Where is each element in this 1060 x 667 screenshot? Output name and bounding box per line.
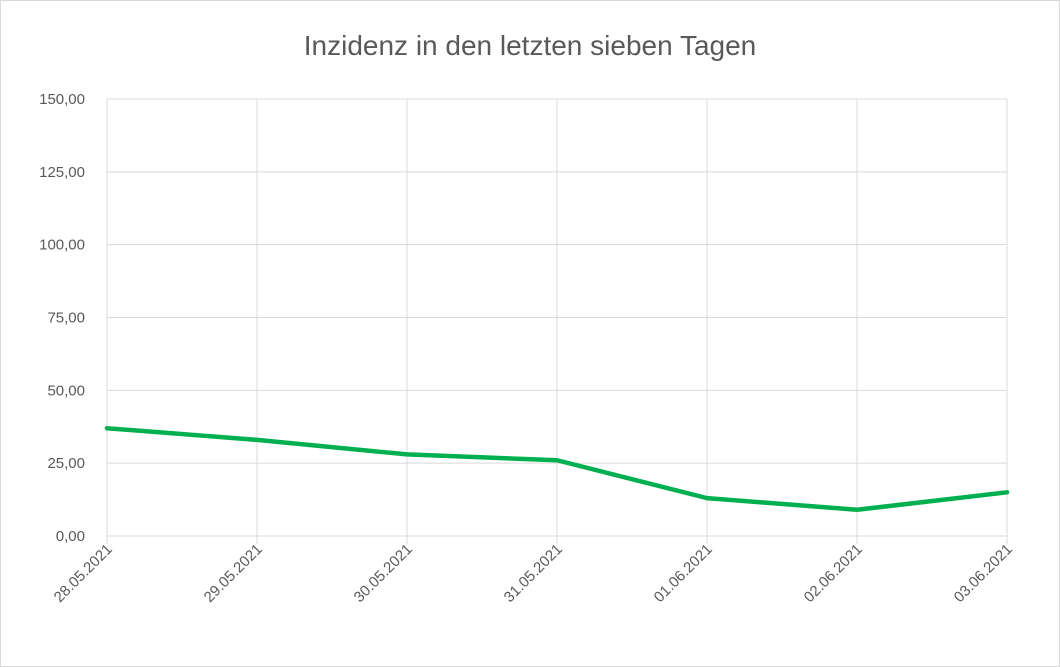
- y-tick-label: 0,00: [56, 528, 85, 545]
- data-point: [255, 437, 259, 442]
- gridlines: [106, 98, 1008, 544]
- x-tick-label: 31.05.2021: [501, 541, 566, 606]
- x-axis: 28.05.2021 29.05.2021 30.05.2021 31.05.2021…: [51, 541, 1016, 606]
- x-tick-label: 28.05.2021: [51, 541, 116, 606]
- data-point: [105, 426, 109, 431]
- y-tick-label: 75,00: [47, 310, 85, 327]
- x-tick-label: 29.05.2021: [201, 541, 266, 606]
- y-tick-label: 125,00: [39, 164, 85, 181]
- y-tick-label: 150,00: [39, 91, 85, 108]
- y-tick-label: 100,00: [39, 237, 85, 254]
- x-tick-label: 03.06.2021: [951, 541, 1016, 606]
- data-point: [1005, 490, 1009, 495]
- y-tick-label: 50,00: [47, 382, 85, 399]
- data-point: [855, 507, 859, 512]
- x-tick-label: 30.05.2021: [351, 541, 416, 606]
- series-layer: [104, 425, 1010, 513]
- data-point: [705, 496, 709, 501]
- data-point: [405, 452, 409, 457]
- data-point: [555, 458, 559, 463]
- x-tick-label: 02.06.2021: [801, 541, 866, 606]
- x-tick-label: 01.06.2021: [651, 541, 716, 606]
- chart-title: Inzidenz in den letzten sieben Tagen: [304, 30, 756, 61]
- y-tick-label: 25,00: [47, 455, 85, 472]
- y-axis: 0,00 25,00 50,00 75,00 100,00 125,00 150,00: [39, 91, 85, 545]
